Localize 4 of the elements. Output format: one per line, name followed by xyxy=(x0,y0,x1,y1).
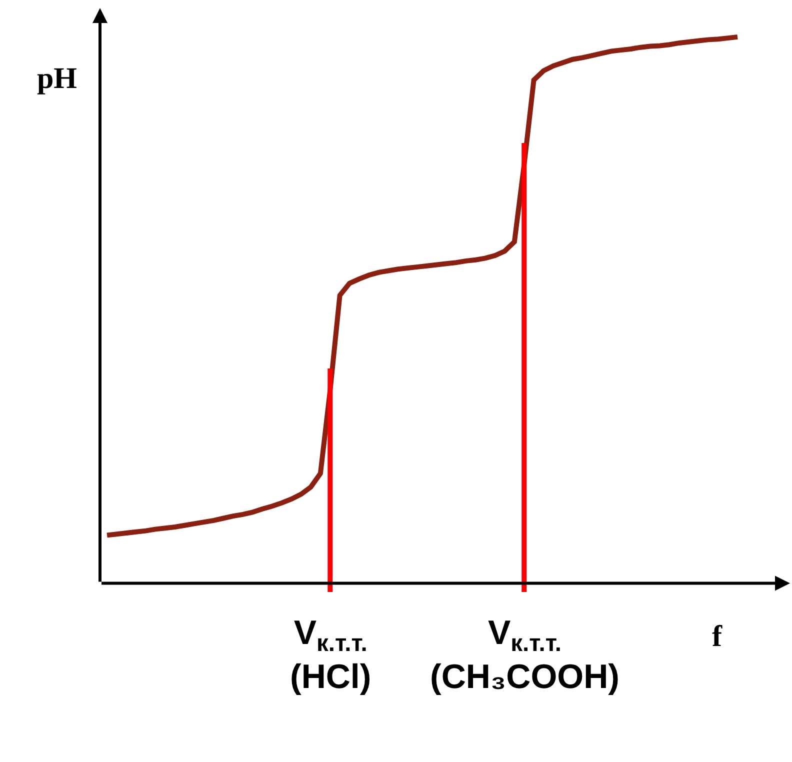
text: V$_{к.т.т.}$ (HCl) xyxy=(290,614,372,696)
x-axis-title: f xyxy=(712,620,723,653)
text: V$_{к.т.т.}$ (CH₃COOH) xyxy=(430,614,620,696)
y-axis-title: pH xyxy=(37,62,78,95)
